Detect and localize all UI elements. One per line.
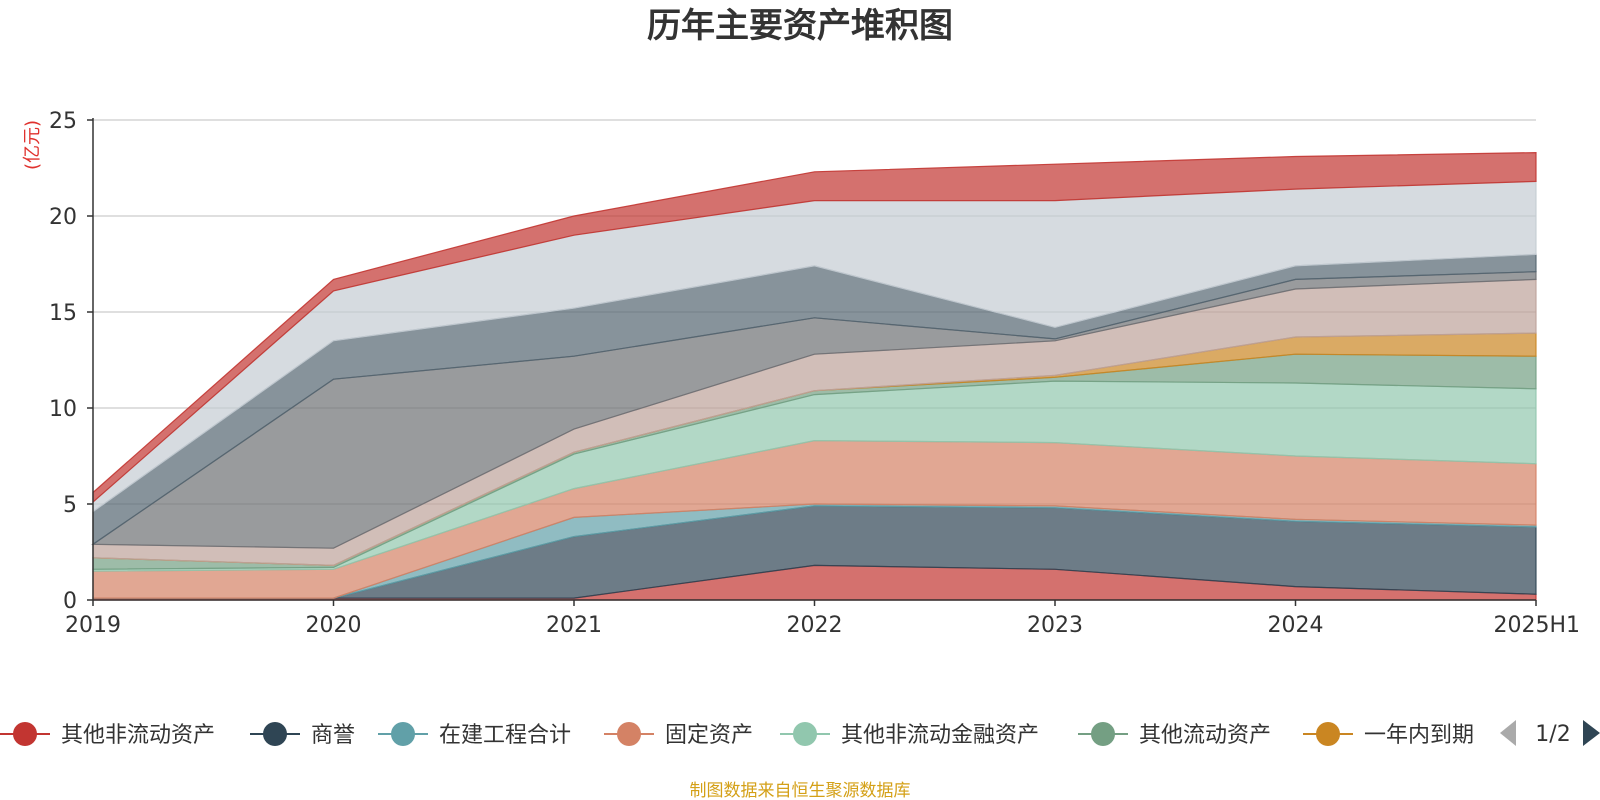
y-tick-label: 25 [49, 109, 77, 134]
legend-label: 其他流动资产 [1139, 723, 1271, 748]
legend-marker-icon [793, 722, 817, 746]
y-tick-label: 15 [49, 301, 77, 326]
x-tick-label: 2023 [1027, 613, 1083, 638]
legend-item[interactable]: 其他非流动资产 [0, 722, 215, 748]
x-tick-label: 2019 [65, 613, 121, 638]
x-tick-label: 2022 [787, 613, 843, 638]
x-tick-label: 2025H1 [1493, 613, 1580, 638]
source-note: 制图数据来自恒生聚源数据库 [690, 781, 911, 800]
legend-marker-icon [1091, 722, 1115, 746]
legend-page-indicator: 1/2 [1535, 722, 1570, 747]
legend-label: 商誉 [311, 723, 355, 748]
legend-marker-icon [617, 722, 641, 746]
legend-item[interactable]: 固定资产 [604, 722, 753, 748]
x-tick-label: 2020 [306, 613, 362, 638]
legend-marker-icon [1316, 722, 1340, 746]
chart-title: 历年主要资产堆积图 [647, 6, 953, 46]
legend-item[interactable]: 其他流动资产 [1078, 722, 1271, 748]
legend-marker-icon [263, 722, 287, 746]
x-tick-label: 2021 [546, 613, 602, 638]
legend-item[interactable]: 其他非流动金融资产 [780, 722, 1039, 748]
legend-label: 其他非流动金融资产 [841, 723, 1039, 748]
y-axis-unit: (亿元) [22, 120, 43, 170]
x-tick-label: 2024 [1268, 613, 1324, 638]
legend-label: 固定资产 [665, 723, 753, 748]
area-series-11 [92, 151, 1537, 504]
y-tick-label: 10 [49, 397, 77, 422]
legend-label: 其他非流动资产 [61, 723, 215, 748]
legend-marker-icon [391, 722, 415, 746]
y-tick-label: 0 [63, 589, 77, 614]
legend-marker-icon [13, 722, 37, 746]
legend-label: 一年内到期 [1364, 723, 1474, 748]
legend-next-page-icon[interactable] [1583, 720, 1600, 746]
legend-item[interactable]: 在建工程合计 [378, 722, 571, 748]
legend-item[interactable]: 商誉 [250, 722, 355, 748]
legend-prev-page-icon[interactable] [1500, 720, 1516, 746]
legend-label: 在建工程合计 [439, 723, 571, 748]
y-tick-label: 5 [63, 493, 77, 518]
y-tick-label: 20 [49, 205, 77, 230]
legend-item[interactable]: 一年内到期 [1303, 722, 1474, 748]
